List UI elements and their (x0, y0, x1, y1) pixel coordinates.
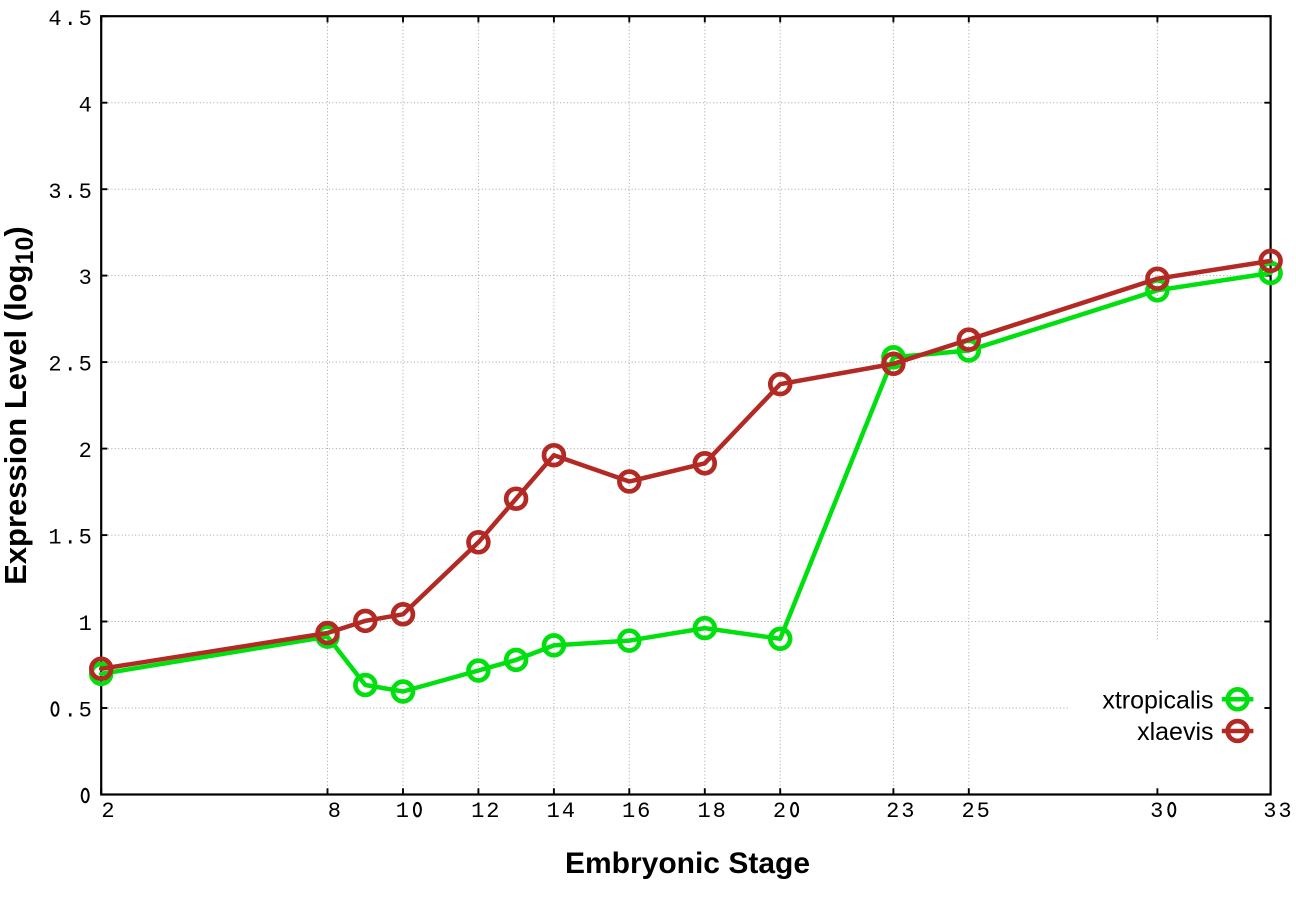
svg-text:1: 1 (396, 799, 409, 824)
svg-text:2: 2 (486, 799, 499, 824)
svg-text:2: 2 (101, 799, 114, 824)
svg-text:xlaevis: xlaevis (1137, 718, 1213, 746)
svg-text:1: 1 (697, 799, 710, 824)
svg-text:3: 3 (1278, 799, 1291, 824)
svg-text:5: 5 (79, 7, 92, 32)
svg-text:5: 5 (977, 799, 990, 824)
svg-text:Expression Level (log10): Expression Level (log10) (0, 226, 39, 585)
svg-text:4: 4 (562, 799, 575, 824)
svg-text:3: 3 (1150, 799, 1163, 824)
svg-text:xtropicalis: xtropicalis (1102, 687, 1213, 715)
svg-text:.: . (64, 180, 77, 205)
svg-text:1: 1 (48, 526, 61, 551)
svg-text:8: 8 (713, 799, 726, 824)
svg-text:2: 2 (886, 799, 899, 824)
svg-text:2: 2 (79, 439, 92, 464)
svg-text:Embryonic Stage: Embryonic Stage (565, 847, 810, 880)
svg-text:8: 8 (328, 799, 341, 824)
svg-text:1: 1 (79, 612, 92, 637)
svg-text:3: 3 (901, 799, 914, 824)
svg-text:.: . (64, 699, 77, 724)
svg-text:3: 3 (48, 180, 61, 205)
svg-text:4: 4 (79, 93, 92, 118)
svg-text:2: 2 (961, 799, 974, 824)
svg-text:1: 1 (547, 799, 560, 824)
svg-text:2: 2 (773, 799, 786, 824)
svg-text:1: 1 (471, 799, 484, 824)
svg-text:5: 5 (79, 699, 92, 724)
svg-text:.: . (64, 353, 77, 378)
svg-text:4: 4 (48, 7, 61, 32)
svg-text:1: 1 (622, 799, 635, 824)
svg-text:.: . (64, 7, 77, 32)
svg-text:5: 5 (79, 526, 92, 551)
svg-text:6: 6 (637, 799, 650, 824)
svg-text:3: 3 (1263, 799, 1276, 824)
svg-text:5: 5 (79, 180, 92, 205)
svg-text:5: 5 (79, 353, 92, 378)
svg-text:.: . (64, 526, 77, 551)
svg-text:3: 3 (79, 266, 92, 291)
svg-text:2: 2 (48, 353, 61, 378)
